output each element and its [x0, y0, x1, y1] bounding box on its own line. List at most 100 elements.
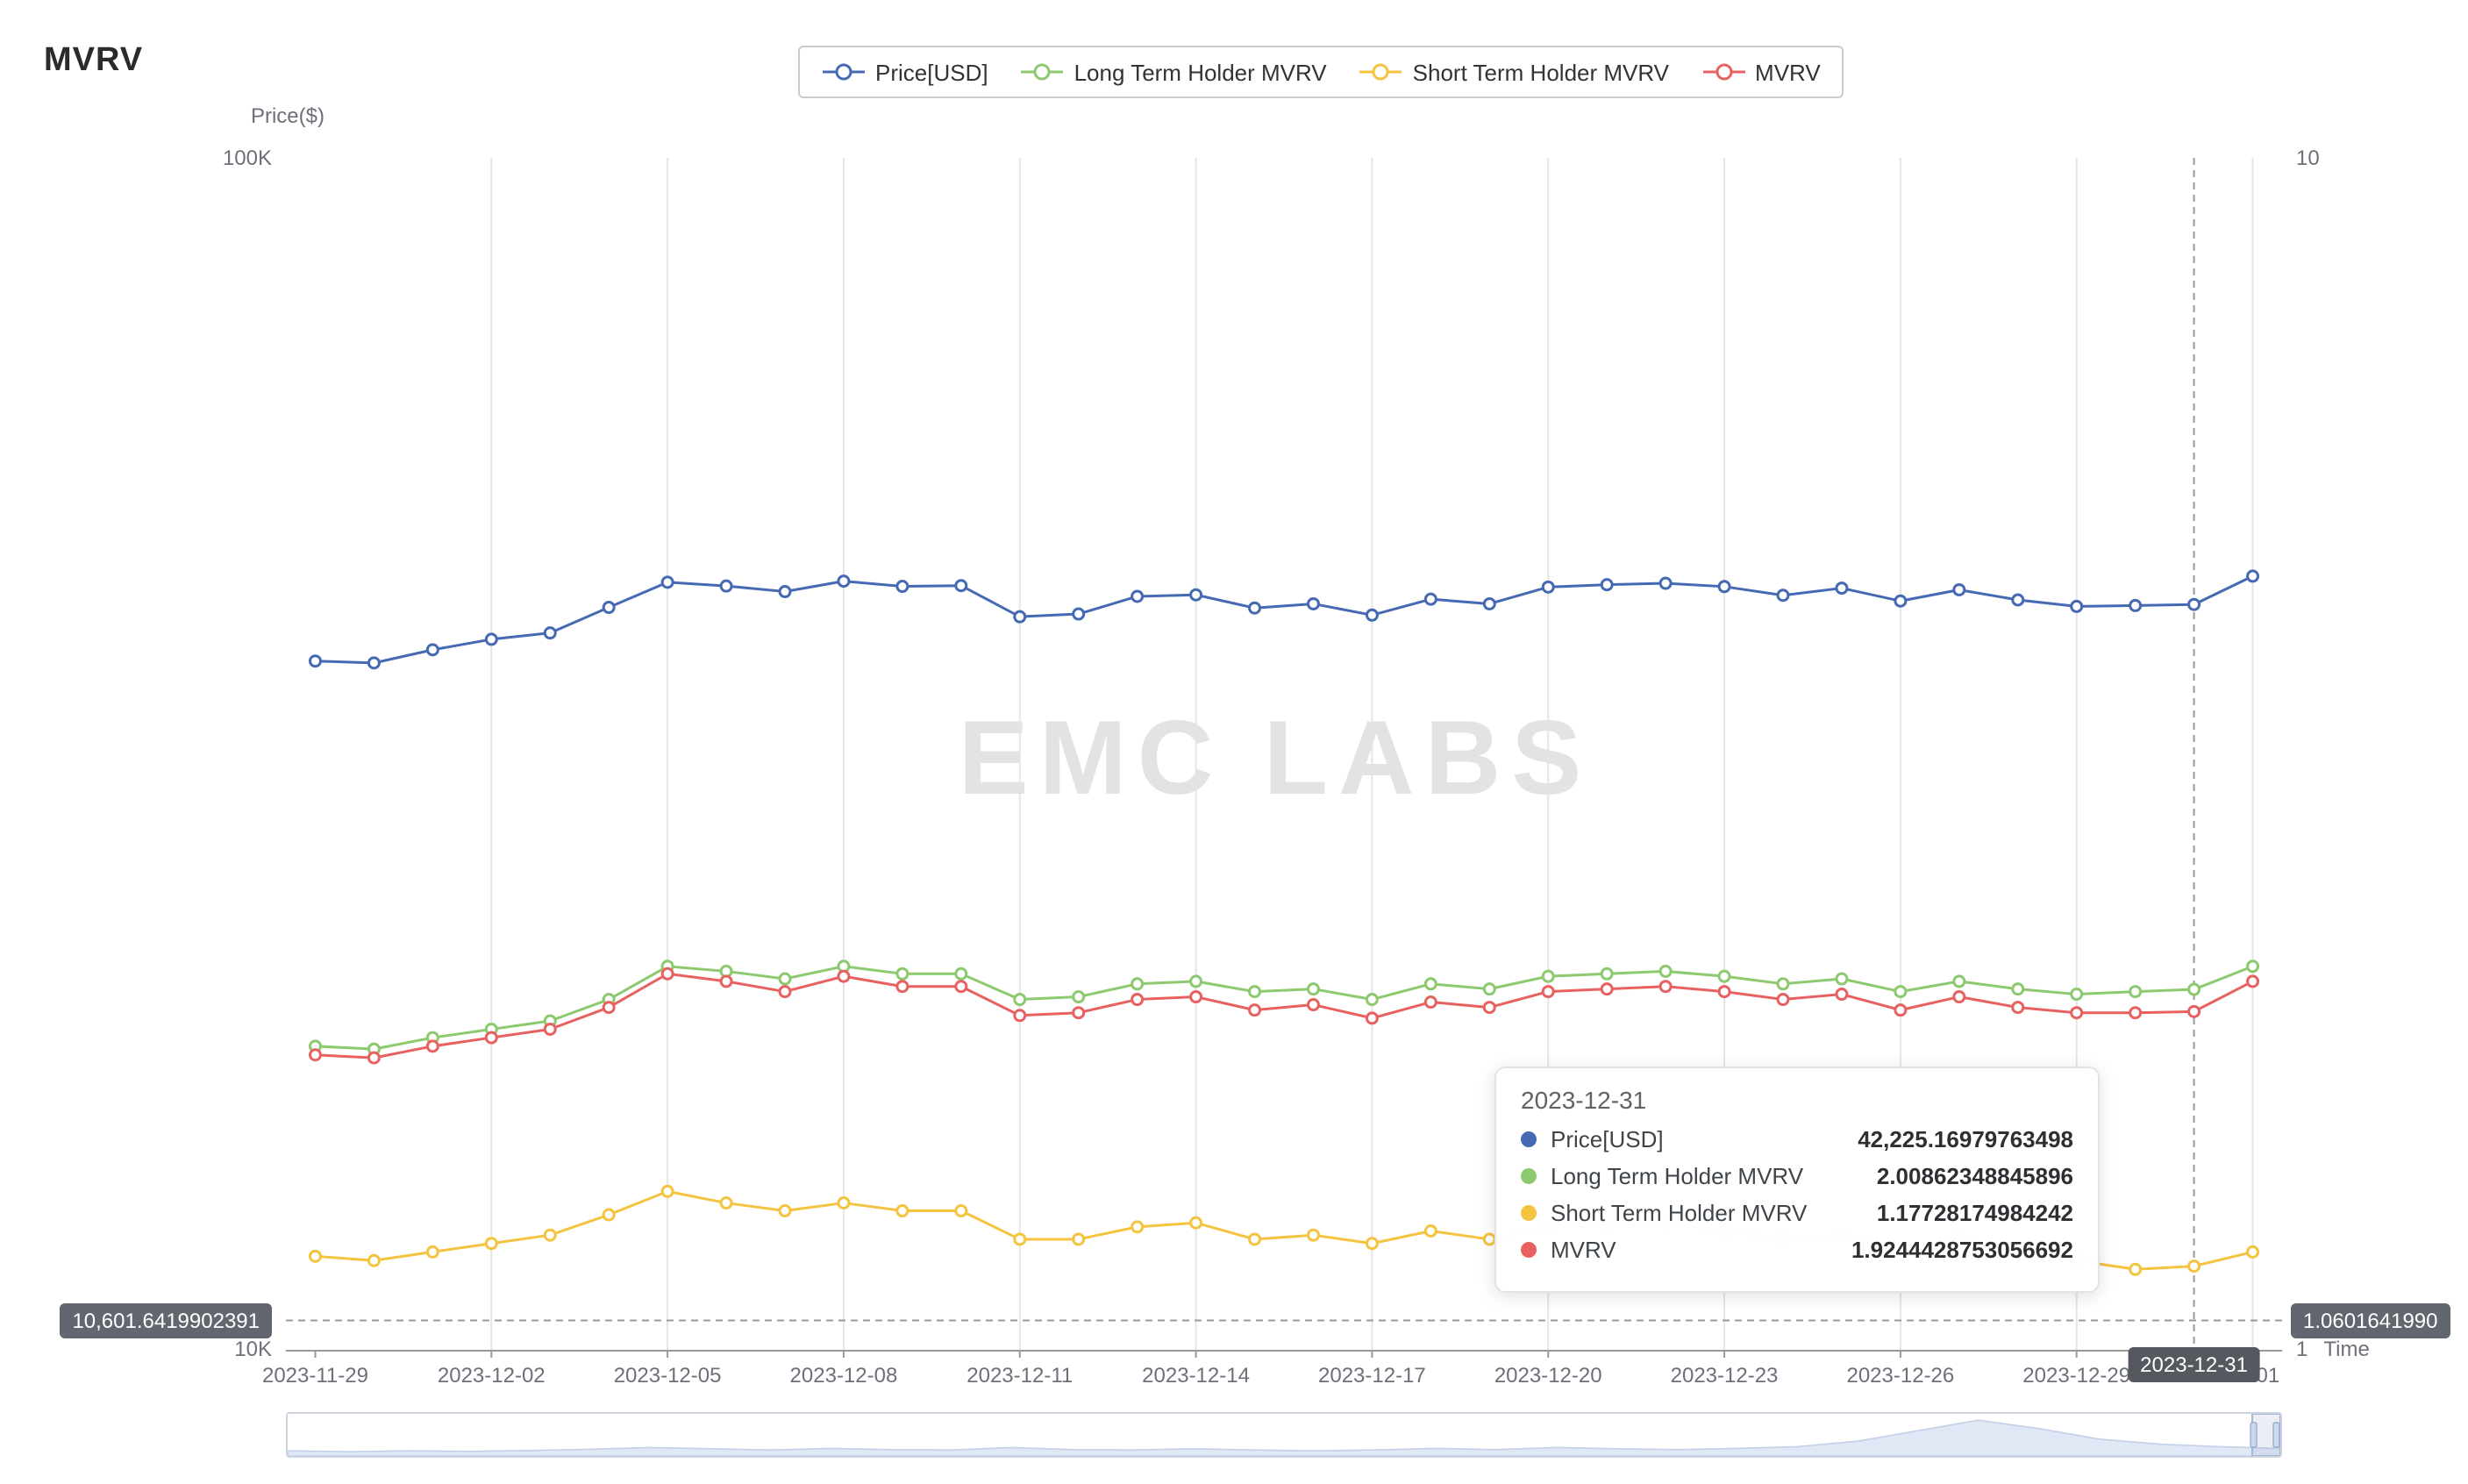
- series-dot-icon: [1521, 1131, 1537, 1147]
- series-marker: [602, 1001, 616, 1015]
- zoom-handle-right[interactable]: [2272, 1422, 2280, 1448]
- left-axis-tick-100k: 100K: [222, 146, 272, 170]
- series-marker: [543, 1022, 557, 1036]
- series-marker: [484, 632, 498, 646]
- legend-item-long-term-holder-mvrv[interactable]: Long Term Holder MVRV: [1020, 59, 1327, 85]
- series-marker: [1306, 1228, 1320, 1242]
- series-dot-icon: [1521, 1242, 1537, 1258]
- series-marker: [425, 1245, 439, 1259]
- series-marker: [1658, 964, 1673, 978]
- series-marker: [1013, 610, 1027, 624]
- page-title: MVRV: [44, 42, 144, 79]
- series-marker: [778, 1204, 792, 1218]
- series-marker: [1952, 582, 1966, 596]
- crosshair-left-value-badge: 10,601.6419902391: [60, 1302, 272, 1338]
- series-marker: [1072, 990, 1086, 1004]
- x-axis-label: 2023-11-29: [261, 1363, 368, 1388]
- legend-item-price-usd[interactable]: Price[USD]: [821, 59, 988, 85]
- chart-legend: Price[USD] Long Term Holder MVRV Short T…: [798, 46, 1844, 98]
- series-marker: [308, 1249, 322, 1263]
- series-marker: [2129, 1262, 2143, 1276]
- series-marker: [1423, 977, 1437, 991]
- right-axis-tick-10: 10: [2296, 146, 2320, 170]
- x-axis-label: 2023-12-29: [2022, 1363, 2131, 1388]
- series-marker: [1894, 1003, 1908, 1017]
- series-marker: [895, 967, 909, 981]
- series-marker: [719, 579, 733, 593]
- series-marker: [719, 974, 733, 988]
- series-marker: [1541, 985, 1555, 999]
- series-marker: [602, 601, 616, 615]
- series-marker: [1600, 578, 1614, 592]
- series-marker: [1013, 1232, 1027, 1246]
- crosshair-right-value-badge: 1.0601641990: [2291, 1302, 2450, 1338]
- series-marker: [1423, 1224, 1437, 1238]
- series-marker: [1131, 1220, 1145, 1234]
- tooltip-row-mvrv: MVRV 1.9244428753056692: [1521, 1237, 2073, 1263]
- x-axis-label: 2023-12-05: [613, 1363, 722, 1388]
- series-marker: [308, 1048, 322, 1062]
- tooltip-row-long-term-holder-mvrv: Long Term Holder MVRV 2.00862348845896: [1521, 1163, 2073, 1189]
- series-marker: [2011, 1001, 2025, 1015]
- series-marker: [1600, 967, 1614, 981]
- series-marker: [1482, 596, 1496, 610]
- legend-item-mvrv[interactable]: MVRV: [1701, 59, 1821, 85]
- series-marker: [1482, 1001, 1496, 1015]
- series-marker: [367, 1253, 381, 1267]
- series-marker: [1072, 607, 1086, 621]
- series-marker: [1658, 980, 1673, 994]
- series-marker: [2070, 988, 2084, 1002]
- datazoom-slider[interactable]: [286, 1412, 2282, 1458]
- series-marker: [1365, 1011, 1379, 1025]
- zoom-handle-left[interactable]: [2250, 1422, 2258, 1448]
- datazoom-minimap[interactable]: [287, 1413, 2281, 1457]
- series-marker: [1482, 1232, 1496, 1246]
- x-axis-label: 2023-12-23: [1670, 1363, 1779, 1388]
- series-dot-icon: [1521, 1205, 1537, 1221]
- series-marker: [1600, 982, 1614, 996]
- series-marker: [1835, 988, 1849, 1002]
- series-marker: [1658, 576, 1673, 590]
- series-line: [315, 574, 2254, 665]
- series-marker: [1189, 974, 1203, 988]
- series-marker: [1894, 594, 1908, 608]
- series-marker: [1423, 995, 1437, 1010]
- series-marker: [543, 626, 557, 640]
- series-marker: [367, 656, 381, 670]
- series-dot-icon: [1521, 1168, 1537, 1184]
- series-marker: [1541, 969, 1555, 983]
- series-marker: [1365, 1237, 1379, 1251]
- series-marker: [1835, 581, 1849, 596]
- series-marker: [2070, 1006, 2084, 1020]
- series-marker: [660, 967, 674, 981]
- series-marker: [778, 972, 792, 986]
- tooltip-row-short-term-holder-mvrv: Short Term Holder MVRV 1.17728174984242: [1521, 1200, 2073, 1226]
- series-marker: [543, 1228, 557, 1242]
- series-marker: [2129, 1006, 2143, 1020]
- series-marker: [837, 969, 851, 983]
- series-marker: [954, 980, 968, 994]
- series-marker: [954, 579, 968, 593]
- chart-tooltip: 2023-12-31 Price[USD] 42,225.16979763498…: [1494, 1067, 2100, 1293]
- series-marker: [719, 1196, 733, 1210]
- legend-label: MVRV: [1755, 59, 1821, 85]
- series-marker: [2246, 1245, 2260, 1259]
- series-marker: [778, 985, 792, 999]
- series-marker: [1248, 601, 1262, 615]
- series-marker: [778, 585, 792, 599]
- series-marker: [1541, 580, 1555, 594]
- minimap-area: [287, 1419, 2281, 1457]
- series-marker: [1013, 1009, 1027, 1023]
- line-circle-marker-icon: [823, 63, 865, 81]
- line-circle-marker-icon: [1702, 63, 1745, 81]
- series-marker: [1717, 985, 1731, 999]
- series-marker: [367, 1051, 381, 1065]
- legend-item-short-term-holder-mvrv[interactable]: Short Term Holder MVRV: [1359, 59, 1669, 85]
- series-marker: [954, 1204, 968, 1218]
- series-marker: [1013, 993, 1027, 1007]
- series-marker: [660, 575, 674, 589]
- series-marker: [2246, 960, 2260, 974]
- series-marker: [1365, 993, 1379, 1007]
- tooltip-date: 2023-12-31: [1521, 1086, 1647, 1114]
